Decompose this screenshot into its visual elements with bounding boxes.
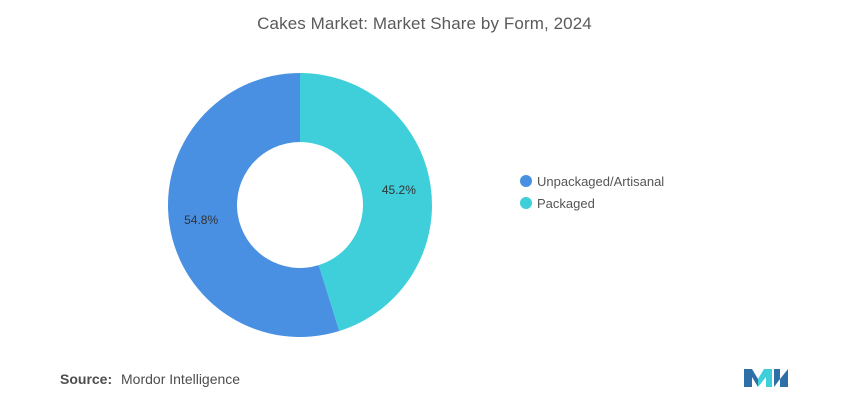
donut-slice-packaged: [300, 73, 433, 332]
legend-item-unpackaged: Unpackaged/Artisanal: [520, 171, 664, 191]
chart-legend: Unpackaged/Artisanal Packaged: [520, 171, 664, 215]
source-text: Mordor Intelligence: [121, 371, 241, 387]
legend-label: Unpackaged/Artisanal: [537, 173, 665, 189]
slice-data-label: 54.8%: [184, 213, 218, 227]
chart-title: Cakes Market: Market Share by Form, 2024: [257, 14, 592, 33]
legend-item-packaged: Packaged: [520, 193, 664, 213]
mordor-intelligence-logo-icon: [744, 369, 788, 387]
donut-slices: [168, 73, 433, 337]
legend-swatch-icon: [520, 175, 532, 187]
source-label: Source:: [60, 371, 113, 387]
source-note: Source: Mordor Intelligence: [60, 371, 240, 387]
donut-labels: 45.2% 54.8%: [184, 183, 416, 227]
legend-swatch-icon: [520, 197, 532, 209]
slice-data-label: 45.2%: [382, 183, 416, 197]
donut-slice-unpackaged: [168, 73, 340, 337]
legend-label: Packaged: [537, 195, 595, 211]
